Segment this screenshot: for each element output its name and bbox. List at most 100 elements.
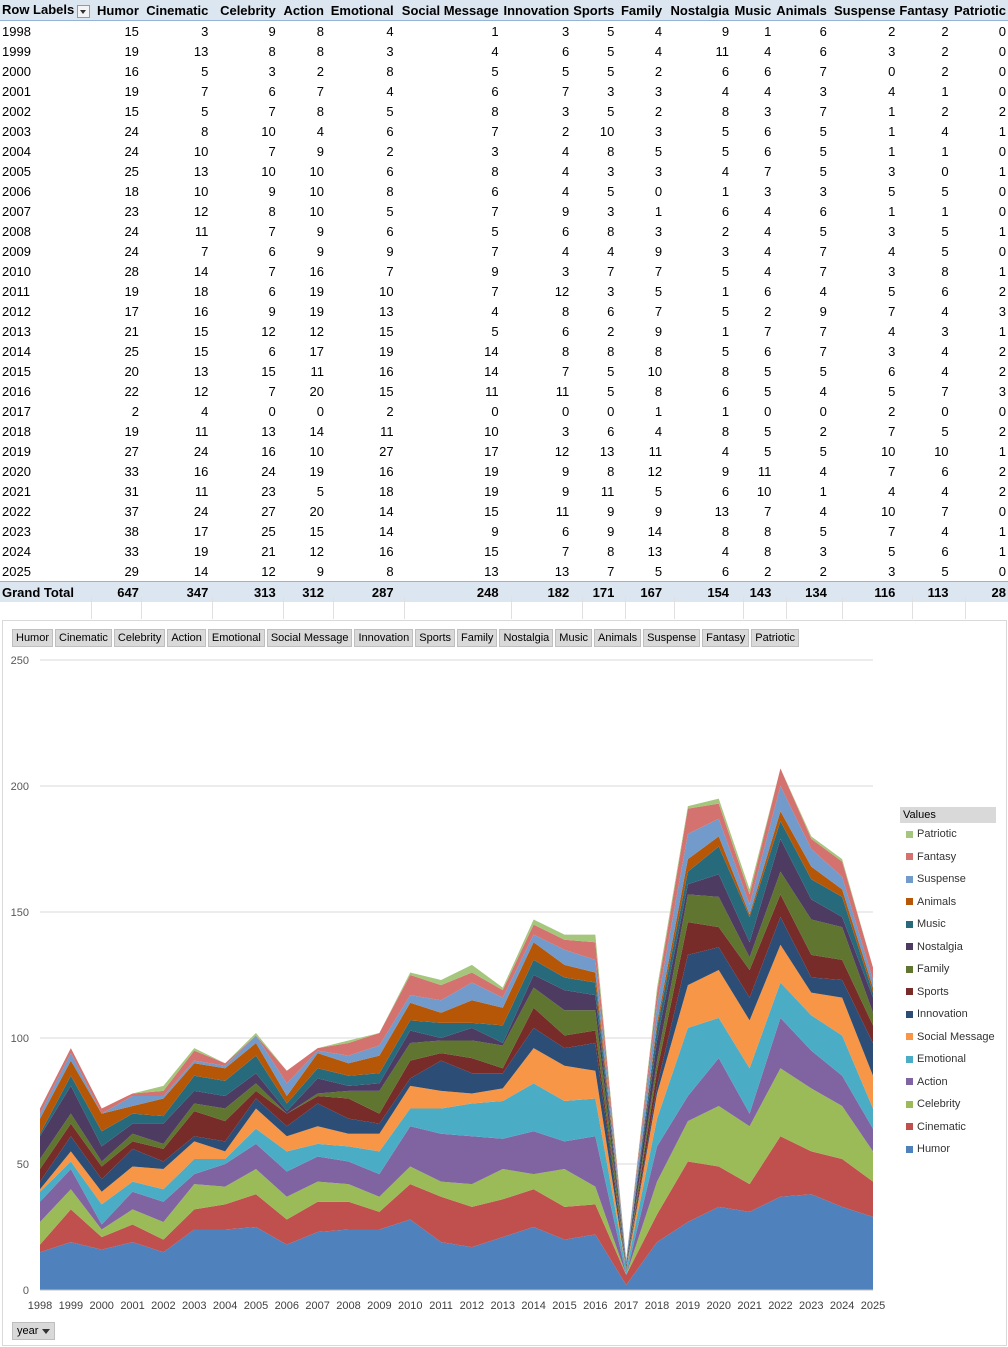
table-cell[interactable]: 14 xyxy=(193,263,209,279)
table-cell[interactable]: 3 xyxy=(201,23,209,39)
table-cell[interactable]: 7 xyxy=(819,103,827,119)
table-cell[interactable]: 19 xyxy=(379,343,394,359)
table-cell[interactable]: 24 xyxy=(124,143,139,159)
table-cell[interactable]: 2 xyxy=(941,63,949,79)
table-cell[interactable]: 4 xyxy=(491,303,499,319)
column-header[interactable]: Music xyxy=(731,0,774,21)
table-cell[interactable]: 8 xyxy=(721,363,730,379)
grand-total-cell[interactable]: 28 xyxy=(950,581,1008,602)
table-cell[interactable]: 8 xyxy=(268,203,276,219)
table-cell[interactable]: 9 xyxy=(316,243,324,259)
table-cell[interactable]: 6 xyxy=(819,23,827,39)
table-cell[interactable]: 2 xyxy=(721,223,730,239)
table-cell[interactable]: 0 xyxy=(491,403,499,419)
table-cell[interactable]: 11 xyxy=(555,503,570,519)
table-cell[interactable]: 7 xyxy=(561,83,570,99)
table-cell[interactable]: 7 xyxy=(561,543,570,559)
table-cell[interactable]: 16 xyxy=(379,543,394,559)
row-label[interactable]: 2014 xyxy=(2,343,31,359)
table-cell[interactable]: 4 xyxy=(764,223,772,239)
table-cell[interactable]: 9 xyxy=(721,463,730,479)
table-cell[interactable]: 10 xyxy=(261,163,276,179)
table-cell[interactable]: 8 xyxy=(941,263,949,279)
row-label[interactable]: 2017 xyxy=(2,403,31,419)
table-cell[interactable]: 9 xyxy=(654,503,663,519)
table-cell[interactable]: 8 xyxy=(721,523,730,539)
legend-title[interactable]: Values xyxy=(900,807,996,823)
table-cell[interactable]: 9 xyxy=(491,523,499,539)
table-cell[interactable]: 12 xyxy=(193,203,209,219)
table-cell[interactable]: 15 xyxy=(309,523,324,539)
grand-total-cell[interactable]: 182 xyxy=(500,581,572,602)
table-cell[interactable]: 15 xyxy=(261,363,276,379)
table-cell[interactable]: 6 xyxy=(721,483,730,499)
table-cell[interactable]: 4 xyxy=(941,343,949,359)
table-cell[interactable]: 10 xyxy=(309,163,324,179)
table-cell[interactable]: 5 xyxy=(721,343,730,359)
table-cell[interactable]: 5 xyxy=(654,283,663,299)
table-cell[interactable]: 6 xyxy=(819,43,827,59)
legend-item[interactable]: Music xyxy=(900,913,996,936)
table-cell[interactable]: 4 xyxy=(721,163,730,179)
table-cell[interactable]: 0 xyxy=(998,203,1006,219)
table-cell[interactable]: 2 xyxy=(561,123,570,139)
grand-total-cell[interactable]: 113 xyxy=(897,581,951,602)
legend-item[interactable]: Fantasy xyxy=(900,846,996,869)
table-cell[interactable]: 1 xyxy=(998,223,1006,239)
table-cell[interactable]: 11 xyxy=(715,43,730,59)
table-cell[interactable]: 4 xyxy=(654,423,663,439)
table-cell[interactable]: 0 xyxy=(561,403,570,419)
table-cell[interactable]: 12 xyxy=(554,443,570,459)
table-cell[interactable]: 1 xyxy=(819,483,827,499)
table-cell[interactable]: 5 xyxy=(654,563,663,579)
field-button[interactable]: Innovation xyxy=(354,629,414,647)
table-cell[interactable]: 15 xyxy=(193,343,209,359)
table-cell[interactable]: 1 xyxy=(721,323,730,339)
table-cell[interactable]: 0 xyxy=(998,63,1006,79)
table-cell[interactable]: 6 xyxy=(386,123,394,139)
row-label[interactable]: 2007 xyxy=(2,203,31,219)
table-cell[interactable]: 2 xyxy=(888,23,896,39)
table-cell[interactable]: 4 xyxy=(561,183,570,199)
table-cell[interactable]: 7 xyxy=(888,303,896,319)
table-cell[interactable]: 19 xyxy=(124,43,139,59)
row-label[interactable]: 2003 xyxy=(2,123,31,139)
column-header[interactable]: Nostalgia xyxy=(664,0,732,21)
table-cell[interactable]: 10 xyxy=(880,503,896,519)
table-cell[interactable]: 7 xyxy=(201,83,209,99)
table-cell[interactable]: 7 xyxy=(654,303,663,319)
table-cell[interactable]: 5 xyxy=(941,423,949,439)
grand-total-cell[interactable]: 313 xyxy=(210,581,278,602)
table-cell[interactable]: 4 xyxy=(764,83,772,99)
table-cell[interactable]: 7 xyxy=(491,283,499,299)
table-cell[interactable]: 3 xyxy=(888,43,896,59)
table-cell[interactable]: 38 xyxy=(124,523,139,539)
table-cell[interactable]: 1 xyxy=(941,83,949,99)
table-cell[interactable]: 2 xyxy=(819,563,827,579)
table-cell[interactable]: 6 xyxy=(607,303,615,319)
legend-item[interactable]: Cinematic xyxy=(900,1116,996,1139)
table-cell[interactable]: 14 xyxy=(484,363,499,379)
table-cell[interactable]: 7 xyxy=(268,103,276,119)
filter-dropdown-icon[interactable] xyxy=(77,4,91,18)
table-cell[interactable]: 5 xyxy=(721,123,730,139)
table-cell[interactable]: 14 xyxy=(193,563,209,579)
table-cell[interactable]: 6 xyxy=(561,323,570,339)
table-cell[interactable]: 6 xyxy=(888,363,896,379)
table-cell[interactable]: 7 xyxy=(941,383,949,399)
table-cell[interactable]: 5 xyxy=(941,183,949,199)
table-cell[interactable]: 0 xyxy=(941,403,949,419)
table-cell[interactable]: 8 xyxy=(561,303,570,319)
table-cell[interactable]: 4 xyxy=(764,243,772,259)
table-cell[interactable]: 0 xyxy=(268,403,276,419)
field-button[interactable]: Social Message xyxy=(266,629,353,647)
table-cell[interactable]: 12 xyxy=(309,543,324,559)
table-cell[interactable]: 8 xyxy=(491,163,499,179)
table-cell[interactable]: 6 xyxy=(721,383,730,399)
row-label[interactable]: 2006 xyxy=(2,183,31,199)
table-cell[interactable]: 4 xyxy=(316,123,324,139)
table-cell[interactable]: 7 xyxy=(268,383,276,399)
column-header[interactable]: Social Message xyxy=(395,0,501,21)
grand-total-cell[interactable]: 248 xyxy=(395,581,501,602)
table-cell[interactable]: 5 xyxy=(819,163,827,179)
